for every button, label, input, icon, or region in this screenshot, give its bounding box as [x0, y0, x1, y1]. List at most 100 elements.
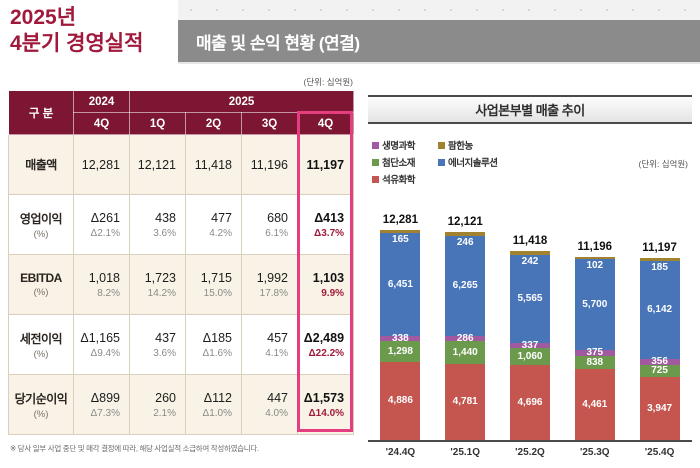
- cell-subvalue: Δ1.0%: [202, 407, 232, 419]
- segment-value-label: 4,886: [387, 395, 413, 406]
- value-cell: 12,281: [73, 134, 130, 195]
- page-title-line1: 2025년: [10, 6, 77, 29]
- cell-subvalue: Δ2.1%: [90, 227, 120, 239]
- cell-value: 1,715: [200, 270, 232, 285]
- value-cell: 437 3.6%: [129, 314, 186, 375]
- value-cell: Δ1,165 Δ9.4%: [73, 314, 130, 375]
- legend-item: 팜한농: [438, 138, 497, 152]
- chart-legend: 생명과학 팜한농 첨단소재 에너지솔루션 석유화학: [372, 138, 692, 186]
- legend-label: 생명과학: [382, 141, 415, 152]
- row-sublabel: (%): [33, 348, 49, 360]
- x-axis-label: '25.1Q: [450, 447, 480, 458]
- bar-slot: 11,197 185 6,142 356 725 3,947: [627, 180, 692, 440]
- value-cell: 1,018 8.2%: [73, 254, 130, 315]
- value-cell: Δ1,573 Δ14.0%: [296, 374, 355, 435]
- bar-segment-3: 286: [445, 333, 486, 343]
- cell-subvalue: 4.0%: [265, 407, 288, 419]
- quarter-header: 1Q: [129, 112, 186, 135]
- value-cell: 447 4.0%: [241, 374, 298, 435]
- bar-segment-1: 4,461: [574, 369, 615, 440]
- bar-slot: 12,121 246 6,265 286 1,440 4,781: [433, 180, 498, 440]
- cell-value: 12,281: [81, 157, 120, 172]
- content: (단위: 십억원) 구 분 2024 2025 4Q 1Q 2Q 3Q 4Q 매출액 12,281…: [0, 62, 700, 458]
- bar-segment-5: 165: [380, 230, 421, 245]
- bar-total-label: 11,418: [512, 235, 548, 247]
- bar-segment-2: 838: [574, 356, 615, 369]
- segment-value-label: 246: [456, 237, 474, 248]
- legend-swatch-icon: [438, 158, 445, 166]
- bar-segment-4: 5,565: [509, 255, 550, 343]
- cell-subvalue: 3.6%: [153, 347, 176, 359]
- cell-subvalue: Δ3.7%: [314, 227, 345, 239]
- row-label-cell: EBITDA (%): [8, 254, 74, 315]
- bar-segment-4: 6,265: [445, 236, 486, 336]
- bar-segment-4: 6,142: [639, 261, 680, 359]
- bar-segment-2: 1,060: [509, 348, 550, 365]
- legend-swatch-icon: [372, 158, 379, 166]
- cell-subvalue: Δ7.3%: [90, 407, 120, 419]
- row-sublabel: (%): [33, 408, 49, 420]
- x-axis-label: '25.4Q: [644, 447, 675, 458]
- segment-value-label: 337: [521, 339, 539, 351]
- row-label-cell: 영업이익 (%): [8, 194, 74, 255]
- bar-segment-5: 102: [574, 257, 615, 271]
- bar-segment-5: 242: [509, 251, 550, 267]
- quarter-header: 4Q: [296, 112, 355, 135]
- cell-value: Δ1,165: [80, 330, 120, 345]
- chart-title: 사업본부별 매출 추이: [475, 103, 585, 118]
- cell-value: 437: [155, 330, 176, 345]
- stacked-bar: 12,121 246 6,265 286 1,440 4,781: [445, 216, 486, 440]
- row-label-cell: 매출액: [8, 134, 74, 195]
- row-label: 영업이익: [19, 211, 63, 226]
- section-header-label: 매출 및 손익 현황 (연결): [196, 33, 360, 53]
- segment-value-label: 102: [586, 260, 604, 271]
- value-cell: 1,992 17.8%: [241, 254, 298, 315]
- segment-value-label: 356: [651, 356, 668, 367]
- value-cell: 680 6.1%: [241, 194, 298, 255]
- cell-value: Δ1,573: [303, 390, 345, 405]
- financial-table-pane: (단위: 십억원) 구 분 2024 2025 4Q 1Q 2Q 3Q 4Q 매출액 12,281…: [0, 62, 360, 458]
- quarter-header: 3Q: [241, 112, 298, 135]
- cell-value: 680: [267, 210, 288, 225]
- row-sublabel: (%): [33, 228, 49, 240]
- value-cell: 457 4.1%: [241, 314, 298, 375]
- legend-swatch-icon: [438, 141, 445, 149]
- cell-subvalue: 4.1%: [265, 347, 288, 359]
- cell-subvalue: 6.1%: [265, 227, 288, 239]
- row-label-cell: 세전이익 (%): [8, 314, 74, 375]
- cell-subvalue: 4.2%: [209, 227, 232, 239]
- stacked-bar: 11,197 185 6,142 356 725 3,947: [639, 242, 680, 440]
- bar-segment-2: 725: [639, 365, 680, 377]
- legend-label: 팜한농: [448, 141, 473, 152]
- segment-value-label: 5,700: [582, 298, 608, 310]
- x-axis-labels: '24.4Q '25.1Q '25.2Q '25.3Q '25.4Q: [368, 447, 692, 458]
- value-cell: Δ261 Δ2.1%: [73, 194, 130, 255]
- table-row: 매출액 12,281 12,121 11,418 11,196 11,197: [8, 134, 355, 195]
- cell-subvalue: 17.8%: [259, 287, 288, 299]
- cell-subvalue: 14.2%: [147, 287, 176, 299]
- bar-segment-3: 375: [574, 347, 615, 358]
- table-row: 세전이익 (%) Δ1,165 Δ9.4% 437 3.6% Δ185 Δ1.6% 457 4.1…: [8, 314, 355, 375]
- segment-value-label: 375: [586, 347, 604, 358]
- legend-item: 에너지솔루션: [438, 155, 498, 169]
- cell-value: Δ112: [203, 390, 232, 405]
- value-cell: 1,103 9.9%: [296, 254, 355, 315]
- table-wrap: 구 분 2024 2025 4Q 1Q 2Q 3Q 4Q 매출액 12,281 12,121 11,4…: [8, 90, 355, 435]
- cell-value: Δ261: [90, 210, 120, 225]
- bar-segment-3: 337: [509, 339, 550, 351]
- value-cell: 260 2.1%: [129, 374, 186, 435]
- financial-table: 구 분 2024 2025 4Q 1Q 2Q 3Q 4Q 매출액 12,281 12,121 11,4…: [8, 90, 355, 435]
- value-cell: 438 3.6%: [129, 194, 186, 255]
- legend-swatch-icon: [372, 141, 379, 149]
- bar-total-label: 12,281: [382, 214, 418, 226]
- segment-value-label: 4,461: [582, 398, 608, 410]
- value-cell: Δ413 Δ3.7%: [296, 194, 355, 255]
- bar-slot: 11,418 242 5,565 337 1,060 4,696: [498, 180, 563, 440]
- page-title: 2025년 4분기 경영실적: [10, 5, 143, 56]
- cell-value: 1,992: [256, 270, 288, 285]
- table-unit-label: (단위: 십억원): [303, 77, 354, 87]
- segment-value-label: 1,060: [517, 350, 543, 362]
- segment-value-label: 3,947: [647, 402, 673, 414]
- bar-segment-1: 4,696: [509, 365, 550, 440]
- bar-slot: 11,196 102 5,700 375 838 4,461: [562, 180, 627, 440]
